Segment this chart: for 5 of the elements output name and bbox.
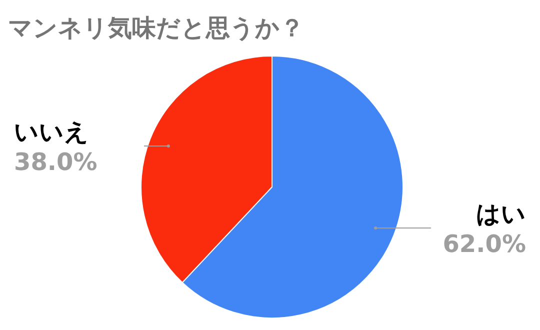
data-label: 62.0% — [442, 230, 526, 258]
slice-label: はい — [476, 200, 526, 228]
data-label: 38.0% — [14, 148, 98, 176]
chart-title: マンネリ気味だと思うか？ — [8, 14, 304, 42]
slice-label: いいえ — [14, 118, 89, 146]
